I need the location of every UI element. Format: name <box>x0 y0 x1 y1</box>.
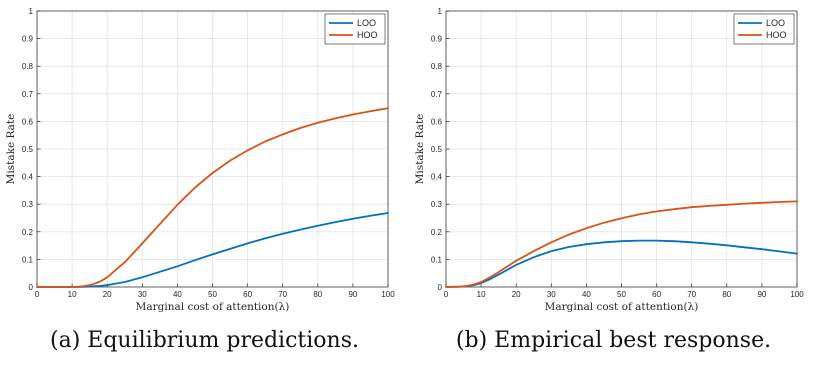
y-tick-label: 0.3 <box>431 200 443 209</box>
x-tick-label: 80 <box>722 290 731 299</box>
x-tick-label: 30 <box>547 290 556 299</box>
x-tick-label: 20 <box>103 290 112 299</box>
x-tick-label: 50 <box>617 290 626 299</box>
chart-empirical: 0 10 20 30 40 50 60 70 80 90 100 0 0.1 0.2 0.3 0.4 0.5 0.… <box>414 7 804 313</box>
y-axis-label: Mistake Rate <box>414 114 426 185</box>
x-tick-label: 20 <box>512 290 521 299</box>
y-tick-label: 0.1 <box>431 255 443 264</box>
x-tick-label: 0 <box>444 290 449 299</box>
caption-b: (b) Empirical best response. <box>455 328 772 353</box>
legend-label-hoo: HOO <box>766 30 787 40</box>
x-tick-label: 70 <box>687 290 696 299</box>
y-tick-label: 0.6 <box>22 117 34 126</box>
y-tick-label: 1 <box>438 7 443 16</box>
y-tick-label: 0.6 <box>431 117 443 126</box>
y-tick-label: 0.4 <box>431 173 443 182</box>
y-tick-label: 0 <box>29 283 34 292</box>
x-tick-label: 100 <box>381 290 395 299</box>
y-tick-label: 1 <box>29 7 34 16</box>
chart-equilibrium: 0 10 20 30 40 50 60 70 80 90 100 0 0.1 0.2 0.3 0.4 0.5 0.… <box>5 7 395 313</box>
series-line-hoo <box>445 200 798 288</box>
y-tick-label: 0.7 <box>431 90 443 99</box>
y-axis-label: Mistake Rate <box>5 114 17 185</box>
x-tick-label: 60 <box>243 290 252 299</box>
y-tick-label: 0 <box>438 283 443 292</box>
legend-box <box>733 13 795 45</box>
y-tick-label: 0.7 <box>22 90 34 99</box>
x-tick-label: 70 <box>278 290 287 299</box>
series-line-hoo <box>36 107 389 288</box>
caption-a: (a) Equilibrium predictions. <box>50 328 359 353</box>
panel-b: 0 10 20 30 40 50 60 70 80 90 100 0 0.1 0.2 0.3 0.4 0.5 0.… <box>409 0 818 368</box>
x-tick-label: 10 <box>68 290 77 299</box>
x-tick-label: 100 <box>790 290 804 299</box>
x-tick-label: 80 <box>313 290 322 299</box>
legend-label-hoo: HOO <box>357 30 378 40</box>
y-tick-label: 0.5 <box>431 145 443 154</box>
y-tick-label: 0.2 <box>22 228 34 237</box>
x-tick-label: 0 <box>35 290 40 299</box>
x-tick-label: 50 <box>208 290 217 299</box>
y-tick-label: 0.2 <box>431 228 443 237</box>
y-tick-label: 0.9 <box>431 35 443 44</box>
x-axis-label: Marginal cost of attention(λ) <box>136 301 290 313</box>
x-tick-label: 10 <box>477 290 486 299</box>
y-tick-label: 0.3 <box>22 200 34 209</box>
series-line-loo <box>445 239 798 288</box>
legend-label-loo: LOO <box>766 18 785 28</box>
x-tick-label: 40 <box>173 290 182 299</box>
x-tick-label: 90 <box>757 290 766 299</box>
y-tick-label: 0.8 <box>22 62 34 71</box>
y-tick-label: 0.8 <box>431 62 443 71</box>
y-tick-label: 0.4 <box>22 173 34 182</box>
panel-a: 0 10 20 30 40 50 60 70 80 90 100 0 0.1 0.2 0.3 0.4 0.5 0.… <box>5 7 395 353</box>
x-tick-label: 90 <box>348 290 357 299</box>
x-tick-label: 40 <box>582 290 591 299</box>
y-tick-label: 0.9 <box>22 35 34 44</box>
x-axis-label: Marginal cost of attention(λ) <box>545 301 699 313</box>
legend-box <box>324 13 386 45</box>
x-tick-label: 30 <box>138 290 147 299</box>
y-tick-label: 0.5 <box>22 145 34 154</box>
y-tick-label: 0.1 <box>22 255 34 264</box>
legend-label-loo: LOO <box>357 18 376 28</box>
x-tick-label: 60 <box>652 290 661 299</box>
